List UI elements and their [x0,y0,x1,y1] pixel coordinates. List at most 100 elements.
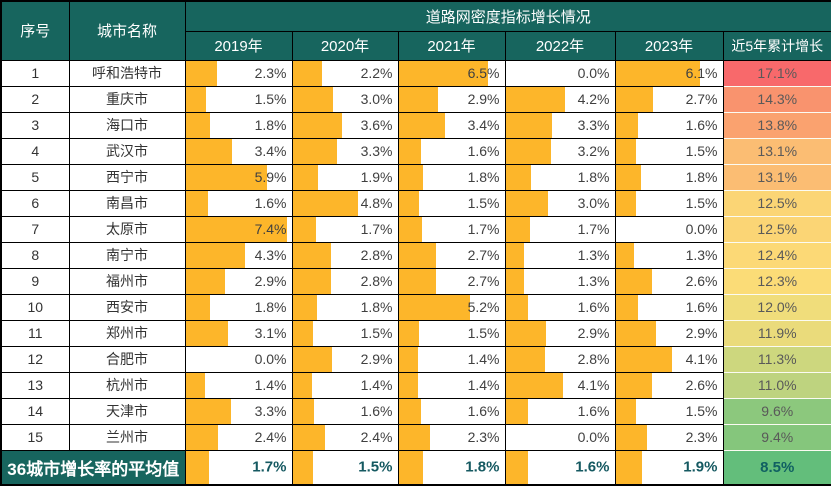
value-cell-2023年: 0.0% [614,215,724,243]
value-cell-2021年: 2.9% [397,85,506,113]
value-label: 1.6% [254,195,287,211]
data-bar [186,321,229,345]
value-cell-2023年: 1.3% [614,241,724,269]
value-cell-2020年: 2.8% [291,267,399,295]
value-cell-2021年: 1.7% [397,215,506,243]
value-cell-2023年: 2.7% [614,85,724,113]
value-label: 1.8% [467,169,500,185]
data-bar [399,217,422,241]
total-cell: 12.0% [722,293,831,321]
value-cell-2019年: 0.0% [184,345,293,373]
value-cell-2020年: 1.5% [291,319,399,347]
value-cell-2023年: 1.8% [614,163,724,191]
city-cell: 太原市 [68,215,186,243]
value-label: 1.6% [577,403,610,419]
value-cell-2021年: 2.3% [397,423,506,451]
data-bar [399,191,420,215]
col-header-city: 城市名称 [68,0,186,61]
value-label: 0.0% [577,65,610,81]
total-cell: 11.3% [722,345,831,373]
value-label: 2.7% [467,247,500,263]
value-label: 1.7% [360,221,393,237]
value-label: 1.5% [685,195,718,211]
city-cell: 郑州市 [68,319,186,347]
value-label: 1.5% [360,325,393,341]
serial-cell: 4 [0,137,70,165]
city-cell: 天津市 [68,397,186,425]
data-bar [293,113,342,137]
serial-cell: 8 [0,241,70,269]
total-cell: 12.5% [722,189,831,217]
value-cell-2022年: 3.2% [504,137,616,165]
data-bar [293,87,334,111]
value-label: 2.7% [467,273,500,289]
value-cell-2022年: 2.8% [504,345,616,373]
data-bar [616,321,656,345]
data-bar [616,373,652,397]
value-label: 2.6% [685,273,718,289]
data-bar [399,243,436,267]
value-cell-2022年: 1.3% [504,267,616,295]
data-bar [399,347,418,371]
data-bar [399,61,488,85]
serial-cell: 10 [0,293,70,321]
data-bar [506,269,524,293]
total-cell: 14.3% [722,85,831,113]
value-cell-2021年: 1.4% [397,345,506,373]
data-bar [293,139,338,163]
value-cell-2019年: 2.4% [184,423,293,451]
data-bar [186,113,211,137]
serial-cell: 5 [0,163,70,191]
data-bar [293,61,323,85]
value-label: 1.3% [685,247,718,263]
value-label: 1.4% [254,377,287,393]
table-row: 10 西安市 1.8% 1.8% 5.2% 1.6% 1.6% 12.0% [0,293,831,321]
value-cell-2023年: 4.1% [614,345,724,373]
value-label: 2.9% [360,351,393,367]
data-bar [506,373,564,397]
data-bar [616,139,637,163]
value-label: 5.2% [467,299,500,315]
data-bar [186,61,218,85]
value-cell-2021年: 1.8% [397,449,506,486]
value-cell-2022年: 3.0% [504,189,616,217]
city-cell: 合肥市 [68,345,186,373]
value-cell-2023年: 1.5% [614,397,724,425]
table-row: 1 呼和浩特市 2.3% 2.2% 6.5% 0.0% 6.1% 17.1% [0,59,831,87]
data-bar [186,139,233,163]
value-label: 1.5% [685,143,718,159]
city-cell: 重庆市 [68,85,186,113]
value-label: 2.8% [577,351,610,367]
data-bar [399,295,471,319]
value-cell-2021年: 1.6% [397,397,506,425]
total-cell: 11.9% [722,319,831,347]
value-label: 2.9% [254,273,287,289]
serial-cell: 7 [0,215,70,243]
data-bar [399,399,421,423]
value-label: 3.3% [577,117,610,133]
data-bar [506,191,548,215]
data-bar [186,451,209,484]
data-bar [616,191,637,215]
data-bar [399,269,436,293]
value-cell-2021年: 2.7% [397,267,506,295]
value-label: 1.9% [360,169,393,185]
value-cell-2020年: 2.8% [291,241,399,269]
value-label: 2.3% [685,429,718,445]
value-cell-2019年: 1.7% [184,449,293,486]
data-bar [399,165,424,189]
value-cell-2023年: 1.6% [614,111,724,139]
value-label: 1.8% [685,169,718,185]
value-label: 1.9% [683,458,718,476]
data-bar [506,217,530,241]
value-cell-2019年: 3.1% [184,319,293,347]
serial-cell: 13 [0,371,70,399]
value-label: 6.5% [467,65,500,81]
value-cell-2023年: 1.5% [614,189,724,217]
table-row: 7 太原市 7.4% 1.7% 1.7% 1.7% 0.0% 12.5% [0,215,831,243]
value-label: 1.3% [577,273,610,289]
value-cell-2022年: 1.3% [504,241,616,269]
value-cell-2022年: 1.7% [504,215,616,243]
value-label: 1.6% [685,299,718,315]
total-cell: 12.4% [722,241,831,269]
